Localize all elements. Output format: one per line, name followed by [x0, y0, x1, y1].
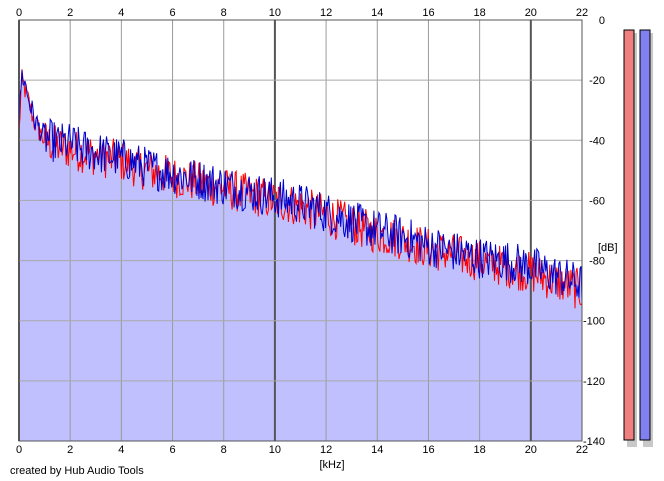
level-meters: [623, 29, 653, 447]
y-tick-label: -120: [583, 376, 605, 388]
x-tick-label-top: 20: [525, 7, 537, 19]
x-tick-label-top: 22: [576, 7, 588, 19]
x-tick-label-top: 18: [474, 7, 486, 19]
x-tick-label-bottom: 2: [67, 444, 73, 456]
x-tick-label-top: 8: [221, 7, 227, 19]
tick-labels: 002244668810101212141416161818202022220-…: [16, 7, 605, 456]
series-line: [18, 70, 583, 303]
spectrum-area: [19, 69, 582, 442]
series-line: [18, 69, 583, 309]
y-tick-label: -100: [583, 316, 605, 328]
x-tick-label-top: 14: [371, 7, 383, 19]
series-lines: [18, 69, 583, 309]
x-tick-label-top: 2: [67, 7, 73, 19]
x-tick-label-bottom: 18: [474, 444, 486, 456]
y-tick-label: 0: [599, 15, 605, 27]
x-tick-label-top: 6: [169, 7, 175, 19]
x-tick-label-top: 12: [320, 7, 332, 19]
plot-frame: [18, 19, 583, 442]
x-tick-label-bottom: 10: [269, 444, 281, 456]
plot-border: [18, 19, 583, 442]
x-tick-label-bottom: 14: [371, 444, 383, 456]
x-tick-label-bottom: 16: [422, 444, 434, 456]
x-tick-label-top: 4: [118, 7, 124, 19]
x-axis-label: [kHz]: [319, 459, 344, 471]
x-tick-label-top: 16: [422, 7, 434, 19]
spectrum-fill: [19, 69, 582, 442]
y-tick-label: -140: [583, 436, 605, 448]
credit-text: created by Hub Audio Tools: [10, 465, 144, 477]
y-tick-label: -80: [589, 256, 605, 268]
y-tick-label: -40: [589, 135, 605, 147]
x-tick-label-bottom: 8: [221, 444, 227, 456]
grid-lines: [18, 19, 583, 442]
y-tick-label: -60: [589, 195, 605, 207]
x-tick-label-top: 0: [16, 7, 22, 19]
y-tick-label: -20: [589, 75, 605, 87]
x-tick-label-bottom: 4: [118, 444, 124, 456]
x-tick-label-bottom: 12: [320, 444, 332, 456]
level-meter-bar: [623, 29, 635, 441]
x-tick-label-bottom: 20: [525, 444, 537, 456]
y-axis-label: [dB]: [598, 242, 618, 254]
x-tick-label-bottom: 6: [169, 444, 175, 456]
x-tick-label-top: 10: [269, 7, 281, 19]
x-tick-label-bottom: 0: [16, 444, 22, 456]
x-tick-label-bottom: 22: [576, 444, 588, 456]
level-meter-bar: [639, 29, 651, 441]
